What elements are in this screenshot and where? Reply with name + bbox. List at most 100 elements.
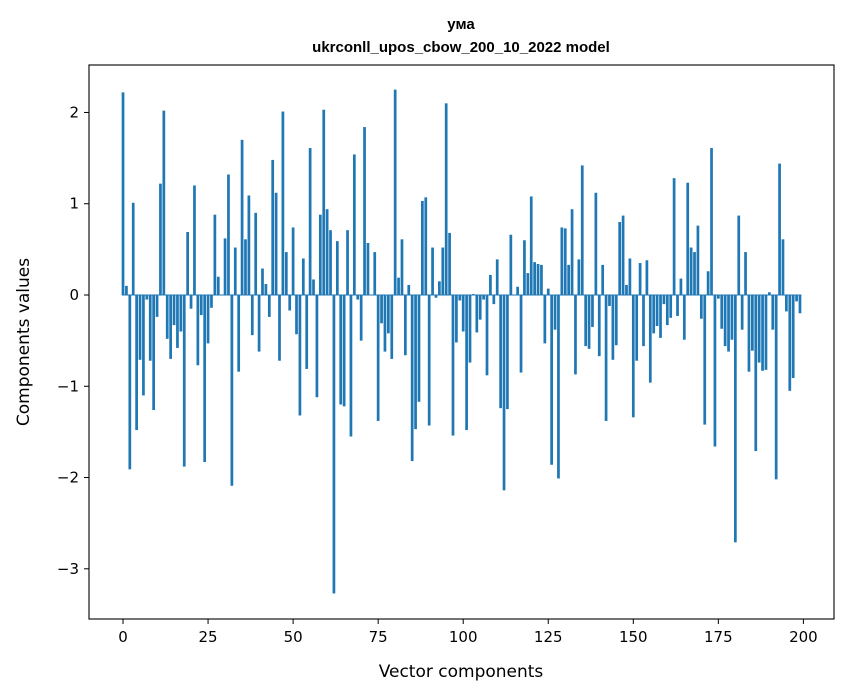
bar [679,278,683,295]
bar [689,247,693,295]
plot-area-frame [88,64,835,620]
bar [716,295,720,299]
bar [295,295,298,335]
bar [591,295,594,327]
bar [387,295,390,334]
bar [686,182,690,295]
bar [665,295,669,326]
bar [536,263,540,295]
x-tick-label: 0 [118,628,128,646]
bar [567,264,571,295]
bar [203,295,207,463]
bar [434,295,438,298]
bar [335,241,339,295]
bar [240,139,244,295]
bar [189,295,193,309]
bar [553,295,557,330]
y-tick-label: 1 [69,195,79,213]
bar [727,295,730,352]
bar [751,295,754,351]
y-tick-label: −3 [57,560,79,578]
bar [155,295,159,317]
bar [349,295,353,437]
x-tick-label: 125 [534,628,563,646]
bar [659,295,662,338]
bar [233,247,237,295]
bar [390,295,394,359]
bar [421,200,424,295]
bar [672,178,676,295]
bar [404,295,407,356]
bar [216,276,220,295]
bar [543,295,547,344]
bar [417,295,421,402]
bar [798,295,802,314]
bar [210,295,213,308]
bar [506,295,509,410]
bar [152,295,155,410]
bar [720,295,724,329]
bar [281,111,285,295]
bar [676,295,679,316]
bar [288,295,292,311]
bar [247,195,251,295]
bar [625,284,628,295]
bar [628,258,632,295]
bar [135,295,138,431]
bar [563,228,567,295]
bar [393,89,397,295]
bar [611,295,615,360]
bar [580,165,584,295]
bar [441,247,445,295]
bar [179,295,183,332]
bar [373,252,377,295]
bar [795,295,798,302]
bar [747,295,751,372]
bar [475,295,479,333]
x-axis-ticks: 0 25 50 75 100 125 150 175 200 [118,619,818,646]
bar [159,183,162,295]
y-tick-label: −2 [57,469,79,487]
bar [424,197,428,295]
bar [363,127,366,295]
bar [172,295,176,326]
bar [148,295,152,361]
bar [284,252,288,295]
bar [162,110,166,295]
bar [346,230,349,295]
bar [533,262,536,295]
bar [648,295,652,383]
bar [455,295,458,343]
bar [526,273,530,295]
bar [764,295,768,370]
bar [206,295,210,344]
bar [540,264,543,295]
bar [312,279,315,295]
bar [485,295,489,376]
bar [308,148,312,295]
bar [642,295,645,347]
bar [682,295,686,340]
bar [550,295,554,465]
bar [438,281,441,295]
bar [271,159,275,295]
bar [142,295,145,396]
bar [523,240,526,295]
bar [322,109,326,295]
bar [768,292,771,295]
bar [444,103,448,295]
bar [145,295,149,300]
bar [778,163,781,295]
bar [332,295,336,594]
bar [223,238,227,295]
bar [352,154,356,295]
bar [305,295,309,369]
bar [196,295,200,366]
chart-title: ума [447,16,475,33]
bar [458,295,462,301]
bar [788,295,792,391]
bar [400,239,404,295]
bar [383,295,387,352]
bar [278,295,281,361]
bar [638,263,642,295]
